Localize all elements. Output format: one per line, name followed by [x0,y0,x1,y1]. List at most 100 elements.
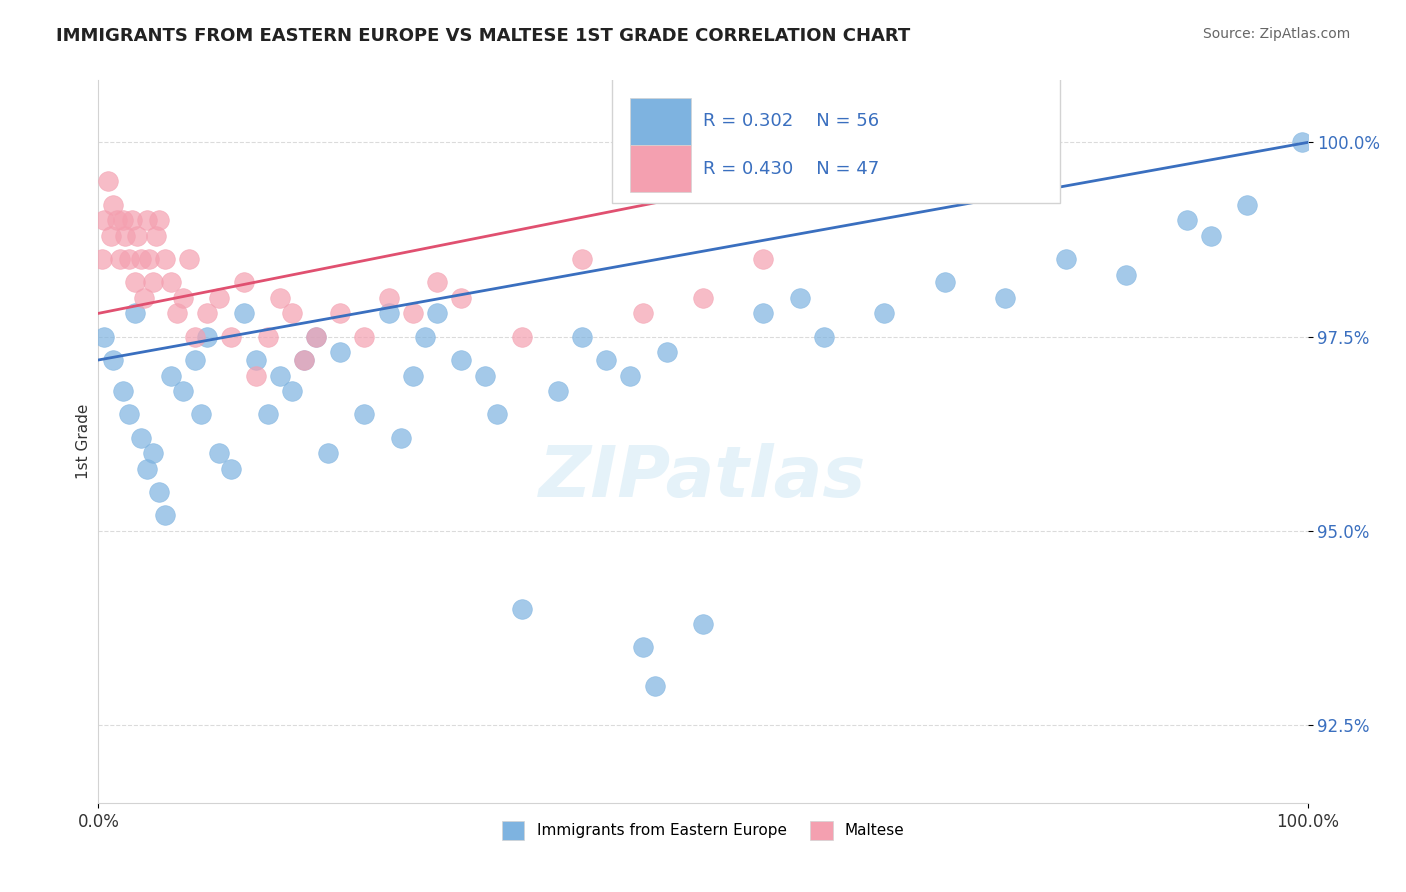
Point [232,306,254,320]
Text: R = 0.430    N = 47: R = 0.430 N = 47 [703,161,879,178]
Point [124,275,146,289]
Text: ZIPatlas: ZIPatlas [540,443,866,512]
Point [281,384,304,398]
Point [142,275,165,289]
Point [752,306,775,320]
Point [208,446,231,460]
Point [353,408,375,422]
Point [692,617,714,632]
Point [172,384,194,398]
Point [402,306,425,320]
Point [135,213,157,227]
Point [281,306,304,320]
Point [179,252,201,266]
Point [148,485,170,500]
Point [91,252,114,266]
Point [619,368,641,383]
Point [142,446,165,460]
Point [305,329,328,343]
Point [129,431,152,445]
Point [789,291,811,305]
Point [389,431,412,445]
Point [994,291,1017,305]
Point [269,291,291,305]
Point [105,213,128,227]
Point [97,174,120,188]
FancyBboxPatch shape [613,77,1060,203]
Point [486,408,509,422]
Point [134,291,156,305]
Point [160,368,183,383]
Text: IMMIGRANTS FROM EASTERN EUROPE VS MALTESE 1ST GRADE CORRELATION CHART: IMMIGRANTS FROM EASTERN EUROPE VS MALTES… [56,27,911,45]
Point [145,228,167,243]
Point [1236,197,1258,211]
Point [450,353,472,368]
Point [124,306,146,320]
Point [108,252,131,266]
Point [166,306,188,320]
Point [353,329,375,343]
Point [1199,228,1222,243]
Point [172,291,194,305]
Point [426,275,449,289]
Point [256,329,278,343]
Point [631,640,654,655]
Point [292,353,315,368]
Y-axis label: 1st Grade: 1st Grade [76,404,91,479]
Point [571,252,593,266]
FancyBboxPatch shape [630,145,690,193]
Point [474,368,496,383]
Point [450,291,472,305]
Point [426,306,449,320]
Point [221,461,243,475]
Point [305,329,328,343]
Point [510,601,533,615]
Point [1115,268,1137,282]
Point [547,384,569,398]
Point [269,368,291,383]
Point [1291,136,1313,150]
Point [245,368,267,383]
Point [127,228,149,243]
Point [129,252,152,266]
Point [221,329,243,343]
Point [934,275,956,289]
Point [316,446,339,460]
Point [644,679,666,693]
Point [402,368,425,383]
Point [100,228,122,243]
Point [692,291,714,305]
Point [184,329,207,343]
Point [93,213,115,227]
Point [752,252,775,266]
Text: Source: ZipAtlas.com: Source: ZipAtlas.com [1202,27,1350,41]
Point [195,329,218,343]
FancyBboxPatch shape [630,98,690,145]
Point [232,275,254,289]
Point [873,306,896,320]
Point [135,461,157,475]
Point [114,228,136,243]
Point [245,353,267,368]
Point [121,213,143,227]
Point [595,353,617,368]
Point [190,408,212,422]
Point [208,291,231,305]
Legend: Immigrants from Eastern Europe, Maltese: Immigrants from Eastern Europe, Maltese [495,815,911,846]
Point [118,252,141,266]
Point [153,508,176,523]
Point [631,306,654,320]
Point [153,252,176,266]
Point [413,329,436,343]
Text: R = 0.302    N = 56: R = 0.302 N = 56 [703,112,879,130]
Point [655,345,678,359]
Point [1054,252,1077,266]
Point [148,213,170,227]
Point [195,306,218,320]
Point [138,252,160,266]
Point [101,197,124,211]
Point [813,329,835,343]
Point [160,275,183,289]
Point [93,329,115,343]
Point [571,329,593,343]
